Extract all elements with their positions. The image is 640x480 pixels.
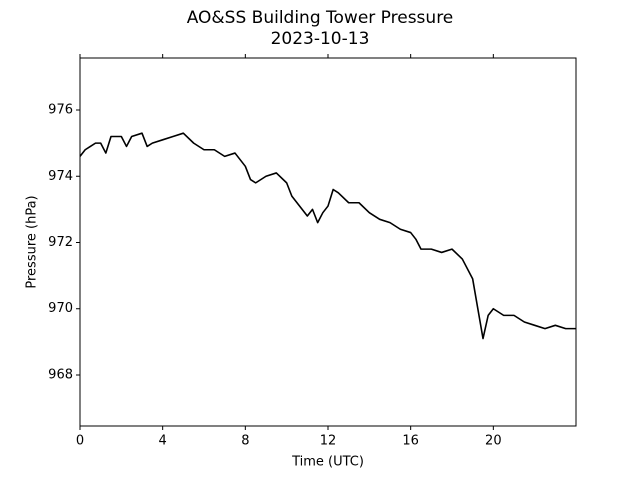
x-axis-label: Time (UTC) bbox=[291, 455, 364, 470]
x-tick-label: 8 bbox=[241, 434, 249, 449]
y-tick-label: 972 bbox=[48, 235, 73, 250]
y-tick-label: 968 bbox=[48, 367, 73, 382]
y-tick-label: 974 bbox=[48, 169, 73, 184]
x-tick-label: 4 bbox=[159, 434, 167, 449]
x-tick-label: 16 bbox=[402, 434, 419, 449]
x-tick-label: 20 bbox=[485, 434, 502, 449]
x-tick-label: 12 bbox=[320, 434, 337, 449]
y-tick-label: 976 bbox=[48, 103, 73, 118]
y-axis-label: Pressure (hPa) bbox=[25, 195, 40, 288]
plot-frame bbox=[79, 57, 577, 427]
data-line bbox=[79, 132, 576, 340]
chart-subtitle: 2023-10-13 bbox=[271, 29, 370, 49]
chart-title: AO&SS Building Tower Pressure bbox=[187, 8, 454, 28]
y-tick-label: 970 bbox=[48, 301, 73, 316]
x-tick-label: 0 bbox=[76, 434, 84, 449]
